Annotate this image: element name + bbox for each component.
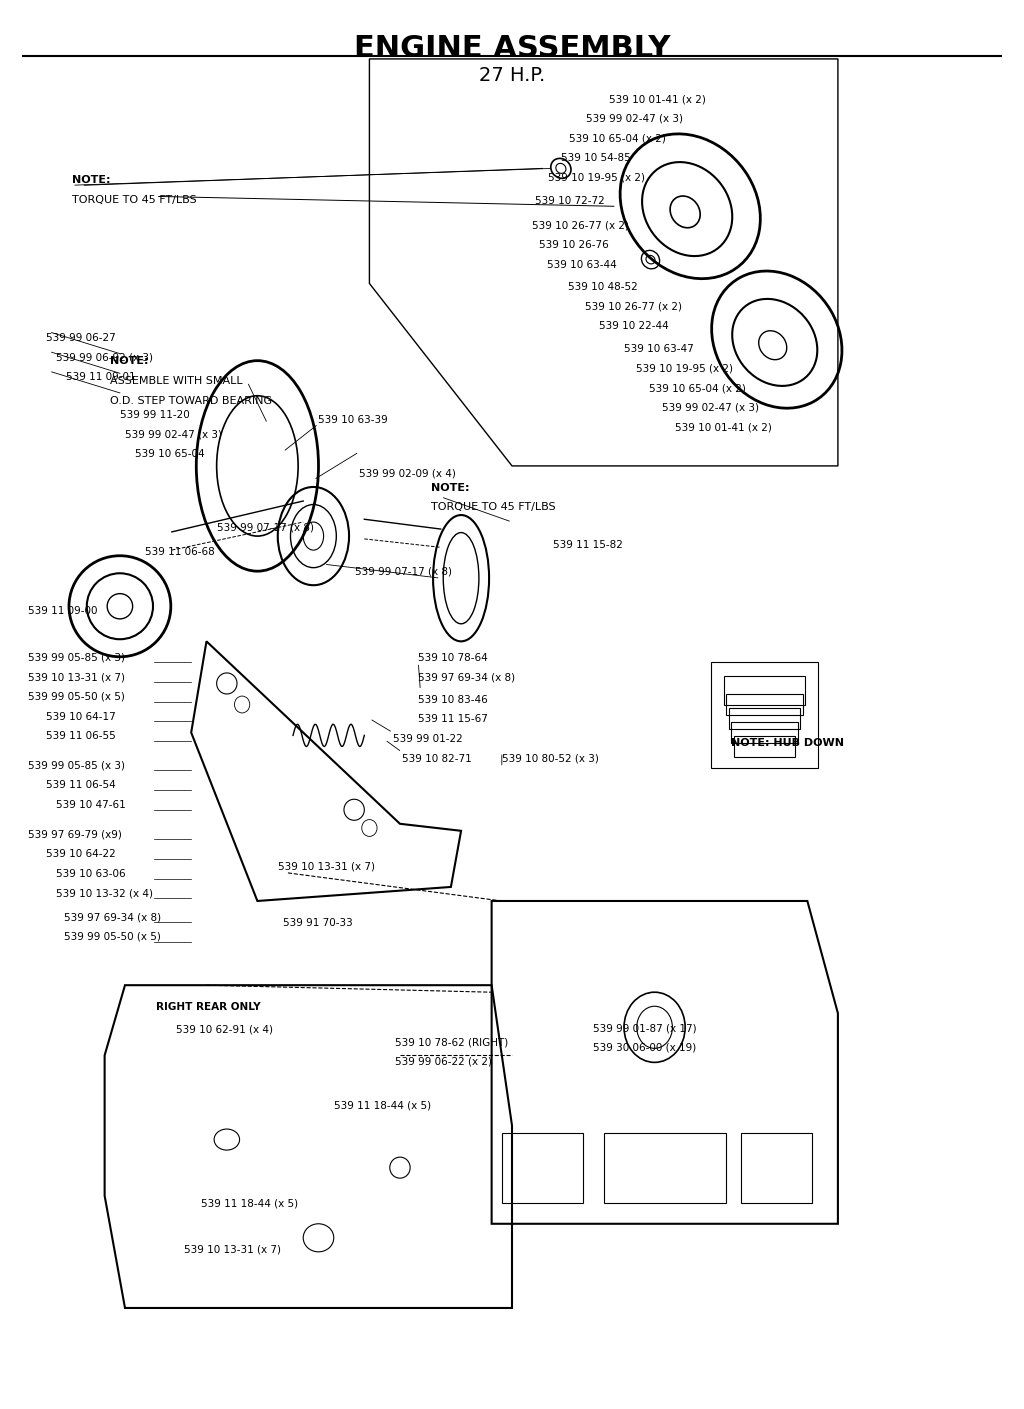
Bar	[731, 721, 798, 743]
Text: 539 10 65-04 (x 2): 539 10 65-04 (x 2)	[649, 383, 746, 393]
Text: 539 11 15-67: 539 11 15-67	[418, 714, 488, 724]
Text: 539 10 22-44: 539 10 22-44	[599, 321, 669, 331]
Text: 539 99 02-09 (x 4): 539 99 02-09 (x 4)	[359, 469, 456, 479]
Bar	[734, 735, 795, 757]
Text: 539 10 48-52: 539 10 48-52	[568, 282, 638, 292]
Bar	[726, 695, 803, 714]
Text: 539 97 69-34 (x 8): 539 97 69-34 (x 8)	[63, 912, 161, 923]
Text: 539 10 54-85: 539 10 54-85	[561, 154, 631, 163]
Text: 539 11 15-82: 539 11 15-82	[553, 540, 623, 551]
Text: 539 11 18-44 (x 5): 539 11 18-44 (x 5)	[334, 1100, 431, 1110]
Text: 539 10 13-32 (x 4): 539 10 13-32 (x 4)	[55, 888, 153, 899]
Text: 539 10 72-72: 539 10 72-72	[536, 196, 605, 207]
Text: 539 10 63-44: 539 10 63-44	[547, 259, 616, 269]
Bar	[741, 1133, 812, 1203]
Text: 539 11 06-54: 539 11 06-54	[45, 781, 116, 790]
Text: 539 99 02-47 (x 3): 539 99 02-47 (x 3)	[587, 114, 683, 124]
Text: ASSEMBLE WITH SMALL: ASSEMBLE WITH SMALL	[110, 376, 243, 386]
Text: 539 11 18-44 (x 5): 539 11 18-44 (x 5)	[202, 1199, 299, 1209]
Text: 539 10 63-39: 539 10 63-39	[318, 416, 388, 426]
Text: TORQUE TO 45 FT/LBS: TORQUE TO 45 FT/LBS	[72, 194, 197, 206]
Text: 539 99 06-27: 539 99 06-27	[45, 333, 116, 342]
Text: 539 10 65-04: 539 10 65-04	[135, 449, 205, 459]
Text: 539 10 65-04 (x 2): 539 10 65-04 (x 2)	[569, 134, 666, 144]
Text: 539 10 13-31 (x 7): 539 10 13-31 (x 7)	[278, 862, 375, 872]
Text: 539 10 83-46: 539 10 83-46	[418, 695, 488, 704]
Text: 539 99 02-47 (x 3): 539 99 02-47 (x 3)	[662, 403, 759, 413]
Text: 539 99 11-20: 539 99 11-20	[120, 410, 189, 420]
Text: 539 10 26-76: 539 10 26-76	[540, 240, 609, 249]
Text: 539 10 26-77 (x 2): 539 10 26-77 (x 2)	[586, 302, 682, 311]
Text: 539 10 19-95 (x 2): 539 10 19-95 (x 2)	[636, 364, 733, 373]
Text: 539 11 06-68: 539 11 06-68	[145, 547, 215, 558]
Text: TORQUE TO 45 FT/LBS: TORQUE TO 45 FT/LBS	[430, 503, 555, 513]
Text: 539 99 01-22: 539 99 01-22	[393, 734, 463, 744]
Text: 539 10 62-91 (x 4): 539 10 62-91 (x 4)	[176, 1024, 273, 1034]
Text: 539 99 07-17 (x 8): 539 99 07-17 (x 8)	[217, 523, 313, 533]
Text: 539 11 09-01: 539 11 09-01	[66, 372, 135, 382]
Text: 539 97 69-79 (x9): 539 97 69-79 (x9)	[29, 830, 122, 840]
Bar	[729, 707, 800, 728]
Text: 27 H.P.: 27 H.P.	[479, 66, 545, 85]
Text: 539 91 70-33: 539 91 70-33	[283, 917, 352, 927]
Bar	[724, 676, 805, 704]
Text: 539 99 05-85 (x 3): 539 99 05-85 (x 3)	[29, 761, 125, 771]
Text: 539 10 13-31 (x 7): 539 10 13-31 (x 7)	[184, 1244, 281, 1255]
Text: 539 10 47-61: 539 10 47-61	[55, 800, 126, 810]
Text: 539 10 63-06: 539 10 63-06	[55, 869, 125, 879]
Text: 539 11 09-00: 539 11 09-00	[29, 606, 97, 616]
Text: 539 10 78-62 (RIGHT): 539 10 78-62 (RIGHT)	[395, 1037, 508, 1047]
Bar	[604, 1133, 726, 1203]
Text: 539 10 80-52 (x 3): 539 10 80-52 (x 3)	[502, 754, 599, 764]
Text: RIGHT REAR ONLY: RIGHT REAR ONLY	[156, 1002, 260, 1012]
Text: 539 10 01-41 (x 2): 539 10 01-41 (x 2)	[608, 94, 706, 104]
Text: 539 99 06-22 (x 2): 539 99 06-22 (x 2)	[395, 1057, 492, 1067]
Text: NOTE: HUB DOWN: NOTE: HUB DOWN	[731, 738, 844, 748]
Text: 539 10 26-77 (x 2): 539 10 26-77 (x 2)	[532, 220, 630, 230]
Text: 539 11 06-55: 539 11 06-55	[45, 731, 116, 741]
Text: 539 10 64-22: 539 10 64-22	[45, 850, 116, 859]
Text: 539 99 01-87 (x 17): 539 99 01-87 (x 17)	[594, 1023, 697, 1033]
Text: O.D. STEP TOWARD BEARING: O.D. STEP TOWARD BEARING	[110, 396, 271, 406]
Text: 539 10 01-41 (x 2): 539 10 01-41 (x 2)	[675, 423, 772, 433]
Text: 539 10 78-64: 539 10 78-64	[418, 652, 488, 662]
Text: 539 99 06-92 (x 3): 539 99 06-92 (x 3)	[55, 352, 153, 362]
Text: 539 30 06-00 (x 19): 539 30 06-00 (x 19)	[594, 1043, 696, 1053]
Text: 539 99 02-47 (x 3): 539 99 02-47 (x 3)	[125, 430, 222, 440]
Bar	[502, 1133, 584, 1203]
Text: 539 10 13-31 (x 7): 539 10 13-31 (x 7)	[29, 672, 125, 682]
Text: 539 10 63-47: 539 10 63-47	[624, 344, 694, 354]
Text: 539 99 05-85 (x 3): 539 99 05-85 (x 3)	[29, 652, 125, 662]
Text: 539 99 05-50 (x 5): 539 99 05-50 (x 5)	[29, 692, 125, 702]
Text: NOTE:: NOTE:	[110, 356, 148, 366]
Text: 539 99 07-17 (x 8): 539 99 07-17 (x 8)	[355, 566, 453, 576]
Text: 539 10 64-17: 539 10 64-17	[45, 712, 116, 721]
Text: 539 99 05-50 (x 5): 539 99 05-50 (x 5)	[63, 931, 161, 941]
Text: 539 10 19-95 (x 2): 539 10 19-95 (x 2)	[548, 172, 645, 183]
Text: NOTE:: NOTE:	[72, 175, 111, 186]
Text: 539 10 82-71: 539 10 82-71	[402, 754, 472, 764]
Text: NOTE:: NOTE:	[430, 483, 469, 493]
Text: ENGINE ASSEMBLY: ENGINE ASSEMBLY	[354, 34, 670, 62]
Text: 539 97 69-34 (x 8): 539 97 69-34 (x 8)	[418, 672, 515, 682]
